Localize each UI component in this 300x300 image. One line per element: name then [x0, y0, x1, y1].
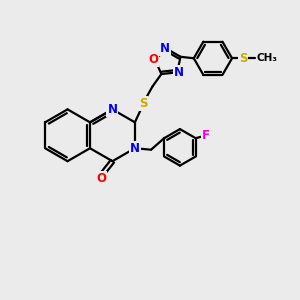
- Text: N: N: [107, 103, 117, 116]
- Text: CH₃: CH₃: [257, 53, 278, 63]
- Text: O: O: [96, 172, 106, 185]
- Text: S: S: [139, 97, 147, 110]
- Text: N: N: [174, 66, 184, 79]
- Text: F: F: [202, 129, 210, 142]
- Text: O: O: [148, 53, 158, 66]
- Text: N: N: [130, 142, 140, 155]
- Text: N: N: [160, 42, 170, 55]
- Text: S: S: [239, 52, 247, 65]
